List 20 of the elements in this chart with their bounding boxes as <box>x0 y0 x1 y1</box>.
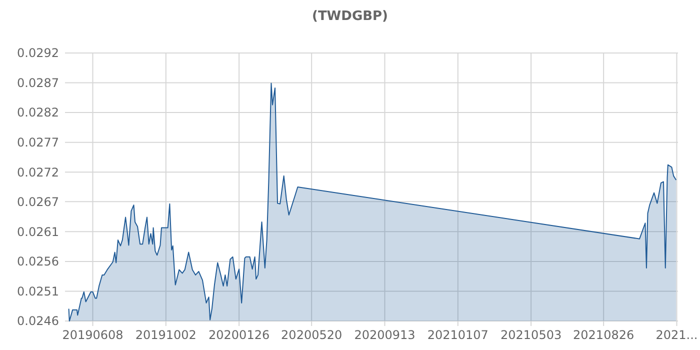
x-tick-label: 20210503 <box>500 328 562 342</box>
x-tick-label: 20190608 <box>62 328 124 342</box>
y-tick-label: 0.0251 <box>17 284 59 298</box>
y-tick-label: 0.0292 <box>17 46 59 60</box>
x-tick-label: 2021... <box>656 328 698 342</box>
y-tick-label: 0.0277 <box>17 136 59 150</box>
y-tick-label: 0.0272 <box>17 165 59 180</box>
y-tick-label: 0.0287 <box>17 76 59 90</box>
x-tick-label: 20210107 <box>427 328 488 342</box>
y-tick-label: 0.0246 <box>17 314 59 328</box>
y-tick-label: 0.0267 <box>17 194 59 209</box>
x-tick-label: 20200520 <box>281 328 342 342</box>
y-tick-label: 0.0256 <box>17 254 59 269</box>
y-tick-label: 0.0261 <box>17 224 59 239</box>
x-tick-label: 20210826 <box>573 328 634 342</box>
chart-title: (TWDGBP) <box>312 9 388 24</box>
x-tick-label: 20200913 <box>354 328 416 342</box>
x-tick-label: 20191002 <box>135 328 196 342</box>
y-tick-label: 0.0282 <box>17 106 59 120</box>
x-tick-label: 20200126 <box>208 328 270 342</box>
